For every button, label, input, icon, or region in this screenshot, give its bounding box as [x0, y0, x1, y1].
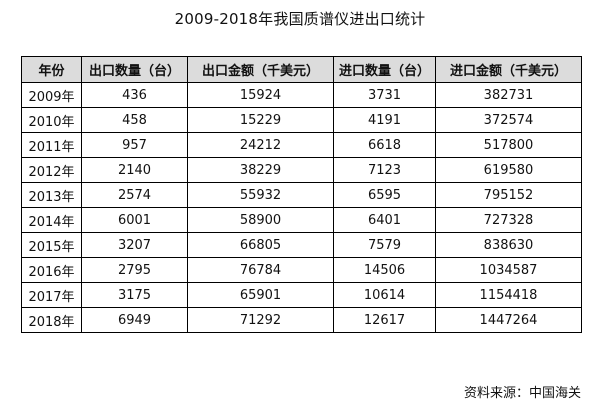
cell-import-value: 795152: [435, 182, 582, 208]
cell-year: 2015年: [21, 232, 82, 258]
table-row: 2012年 2140 38229 7123 619580: [21, 157, 582, 183]
cell-import-quantity: 7123: [333, 157, 436, 183]
cell-import-value: 727328: [435, 207, 582, 233]
data-table: 年份 出口数量（台） 出口金额（千美元） 进口数量（台） 进口金额（千美元） 2…: [21, 56, 582, 333]
cell-year: 2009年: [21, 82, 82, 108]
cell-export-quantity: 2140: [81, 157, 188, 183]
header-export-value: 出口金额（千美元）: [187, 56, 334, 83]
table-row: 2010年 458 15229 4191 372574: [21, 107, 582, 133]
cell-export-value: 58900: [187, 207, 334, 233]
cell-export-value: 65901: [187, 282, 334, 308]
cell-year: 2011年: [21, 132, 82, 158]
cell-year: 2017年: [21, 282, 82, 308]
cell-export-quantity: 6949: [81, 307, 188, 333]
cell-year: 2010年: [21, 107, 82, 133]
cell-import-quantity: 7579: [333, 232, 436, 258]
cell-import-quantity: 12617: [333, 307, 436, 333]
table-row: 2011年 957 24212 6618 517800: [21, 132, 582, 158]
cell-export-value: 15229: [187, 107, 334, 133]
cell-import-value: 1154418: [435, 282, 582, 308]
cell-import-quantity: 6595: [333, 182, 436, 208]
table-row: 2018年 6949 71292 12617 1447264: [21, 307, 582, 333]
cell-export-value: 15924: [187, 82, 334, 108]
cell-year: 2013年: [21, 182, 82, 208]
cell-export-quantity: 3175: [81, 282, 188, 308]
table-row: 2016年 2795 76784 14506 1034587: [21, 257, 582, 283]
cell-year: 2016年: [21, 257, 82, 283]
cell-import-value: 1034587: [435, 257, 582, 283]
cell-import-value: 517800: [435, 132, 582, 158]
table-row: 2009年 436 15924 3731 382731: [21, 82, 582, 108]
table-row: 2014年 6001 58900 6401 727328: [21, 207, 582, 233]
cell-export-value: 76784: [187, 257, 334, 283]
cell-import-value: 382731: [435, 82, 582, 108]
cell-import-quantity: 6618: [333, 132, 436, 158]
chart-title: 2009-2018年我国质谱仪进出口统计: [174, 10, 426, 28]
cell-import-quantity: 6401: [333, 207, 436, 233]
cell-export-value: 24212: [187, 132, 334, 158]
cell-export-quantity: 3207: [81, 232, 188, 258]
cell-export-value: 55932: [187, 182, 334, 208]
table-row: 2017年 3175 65901 10614 1154418: [21, 282, 582, 308]
cell-export-value: 66805: [187, 232, 334, 258]
table-header-row: 年份 出口数量（台） 出口金额（千美元） 进口数量（台） 进口金额（千美元）: [21, 56, 582, 83]
table-body: 2009年 436 15924 3731 382731 2010年 458 15229 4191…: [21, 82, 582, 333]
cell-export-quantity: 2795: [81, 257, 188, 283]
cell-import-value: 619580: [435, 157, 582, 183]
cell-year: 2018年: [21, 307, 82, 333]
source-note: 资料来源：中国海关: [463, 386, 581, 401]
cell-import-value: 372574: [435, 107, 582, 133]
header-import-value: 进口金额（千美元）: [435, 56, 582, 83]
cell-export-value: 38229: [187, 157, 334, 183]
cell-year: 2014年: [21, 207, 82, 233]
cell-import-quantity: 10614: [333, 282, 436, 308]
table-row: 2015年 3207 66805 7579 838630: [21, 232, 582, 258]
header-export-quantity: 出口数量（台）: [81, 56, 188, 83]
cell-export-quantity: 436: [81, 82, 188, 108]
cell-import-value: 838630: [435, 232, 582, 258]
header-year: 年份: [21, 56, 82, 83]
header-import-quantity: 进口数量（台）: [333, 56, 436, 83]
cell-export-quantity: 957: [81, 132, 188, 158]
cell-export-quantity: 2574: [81, 182, 188, 208]
cell-export-quantity: 458: [81, 107, 188, 133]
table-row: 2013年 2574 55932 6595 795152: [21, 182, 582, 208]
cell-year: 2012年: [21, 157, 82, 183]
cell-import-quantity: 4191: [333, 107, 436, 133]
cell-export-quantity: 6001: [81, 207, 188, 233]
cell-import-quantity: 3731: [333, 82, 436, 108]
cell-export-value: 71292: [187, 307, 334, 333]
cell-import-quantity: 14506: [333, 257, 436, 283]
cell-import-value: 1447264: [435, 307, 582, 333]
